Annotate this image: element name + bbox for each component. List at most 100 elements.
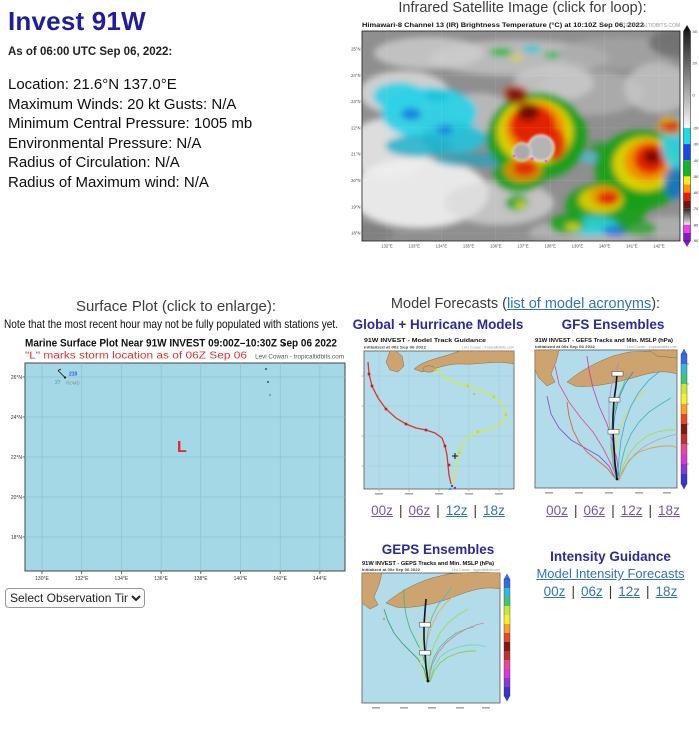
time-link-18z[interactable]: 18z: [658, 503, 680, 518]
red-model-track: [367, 361, 452, 485]
colorbar-tick: -70: [693, 206, 699, 211]
asia-landmass: [361, 571, 501, 621]
thumb-title: 91W INVEST - GEFS Tracks and Min. MSLP (…: [535, 338, 673, 344]
sat-lon-label: 132°E: [381, 244, 393, 249]
sp-lon-label: 144°E: [313, 576, 327, 582]
sat-lat-label: 24°N: [351, 73, 360, 78]
thumb-axis-label-marks: [545, 492, 671, 494]
time-link-06z[interactable]: 06z: [408, 503, 431, 518]
sat-lon-label: 140°E: [599, 244, 611, 249]
satellite-section-header: Infrared Satellite Image (click for loop…: [398, 0, 647, 16]
storm-location: Location: 21.6°N 137.0°E: [8, 76, 177, 93]
satellite-colorbar: 40 20 0 -20 -30 -40 -50 -60 -70 -80 -90: [683, 25, 699, 247]
colorbar-tick: -80: [693, 223, 699, 228]
model-forecasts-header: Model Forecasts (list of model acronyms)…: [352, 296, 699, 312]
sat-lon-label: 136°E: [490, 244, 502, 249]
colorbar-tick: -40: [693, 158, 699, 163]
colorbar-tick: -50: [693, 174, 699, 179]
thumb-axis-label-marks: [375, 493, 503, 495]
page-title: Invest 91W: [8, 6, 146, 36]
intensity-link-wrap: Model Intensity Forecasts: [522, 566, 699, 581]
time-link-18z[interactable]: 18z: [483, 503, 505, 518]
thumb-title: 91W INVEST - GEPS Tracks and Min. MSLP (…: [362, 561, 494, 567]
time-link-06z[interactable]: 06z: [580, 584, 603, 599]
model-track-guidance-thumbnail[interactable]: 91W INVEST - Model Track Guidance Initia…: [356, 336, 522, 504]
storm-info-panel: Invest 91W As of 06:00 UTC Sep 06, 2022:…: [8, 6, 348, 192]
colorbar-tick: -20: [693, 126, 699, 131]
mslp-colorbar: [503, 573, 511, 702]
surface-plot-sea: [24, 362, 346, 572]
gfs-ensembles-time-links: 00z | 06z | 12z | 18z: [546, 503, 680, 518]
storm-min-pressure: Minimum Central Pressure: 1005 mb: [8, 115, 253, 132]
satellite-credit: TROPICALTIDBITS.COM: [623, 23, 680, 29]
track-start-markers: [448, 453, 458, 491]
global-models-heading: Global + Hurricane Models: [352, 317, 524, 332]
model-acronyms-link[interactable]: list of model acronyms: [506, 296, 652, 312]
sp-lon-label: 136°E: [154, 576, 168, 582]
time-link-06z[interactable]: 06z: [583, 503, 606, 518]
model-forecasts-header-suffix: ):: [651, 296, 661, 312]
surface-plot-image[interactable]: Note that the most recent hour may not b…: [0, 317, 352, 585]
satellite-lon-axis: 132°E 133°E 134°E 135°E 136°E 137°E 138°…: [381, 244, 665, 249]
storm-L-marker: L: [177, 439, 187, 456]
sp-lat-label: 22°N: [11, 455, 23, 461]
observation-time-select[interactable]: Select Observation Time...: [5, 588, 145, 608]
sat-lat-label: 18°N: [351, 231, 360, 236]
surface-plot-note: Note that the most recent hour may not b…: [4, 317, 338, 331]
sat-lon-label: 135°E: [463, 244, 475, 249]
station-temp: 27: [55, 380, 61, 386]
surface-plot-section-header: Surface Plot (click to enlarge):: [75, 298, 277, 315]
thumb-axis-label-marks: [372, 707, 490, 709]
gefs-mean-track: [607, 371, 624, 481]
japan-landmass: [377, 350, 515, 397]
surface-plot-credit: Levi Cowan - tropicaltidbits.com: [255, 354, 344, 361]
time-link-12z[interactable]: 12z: [445, 503, 468, 518]
model-intensity-forecasts-link[interactable]: Model Intensity Forecasts: [536, 566, 685, 581]
time-link-12z[interactable]: 12z: [618, 584, 641, 599]
thumb-init: Initialized at 00z Sep 06 2022: [362, 567, 421, 572]
sat-lat-label: 22°N: [351, 125, 360, 130]
geps-ensembles-heading: GEPS Ensembles: [381, 542, 495, 557]
station-wind: 210: [69, 372, 78, 378]
intensity-guidance-heading: Intensity Guidance: [550, 549, 671, 564]
geps-mean-track: [419, 598, 431, 683]
sat-lat-label: 23°N: [351, 99, 360, 104]
thumb-grid: [364, 351, 514, 489]
time-link-00z[interactable]: 00z: [546, 503, 568, 518]
storm-max-winds: Maximum Winds: 20 kt Gusts: N/A: [8, 95, 237, 113]
surface-lon-axis: 130°E 132°E 134°E 136°E 138°E 140°E 142°…: [35, 576, 327, 582]
satellite-image[interactable]: Himawari-8 Channel 13 (IR) Brightness Te…: [349, 18, 699, 259]
colorbar-tick: 40: [693, 29, 698, 34]
colorbar-tick: -30: [693, 142, 699, 147]
sat-lon-label: 142°E: [653, 244, 665, 249]
thumb-credit: Levi Cowan - tropicaltidbits.com: [462, 346, 514, 350]
yellow-model-track: [434, 368, 508, 485]
geps-ensembles-thumbnail[interactable]: 91W INVEST - GEPS Tracks and Min. MSLP (…: [356, 559, 518, 715]
time-link-18z[interactable]: 18z: [655, 584, 678, 599]
sp-lon-label: 134°E: [115, 576, 129, 582]
sp-lon-label: 132°E: [75, 576, 89, 582]
model-forecasts-header-prefix: Model Forecasts (: [390, 296, 507, 312]
sp-lat-label: 20°N: [11, 495, 23, 501]
colorbar-tick: 20: [693, 61, 698, 66]
sat-lat-label: 19°N: [351, 204, 360, 209]
sp-lon-label: 142°E: [273, 576, 287, 582]
gefs-ensembles-thumbnail[interactable]: 91W INVEST - GEFS Tracks and Min. MSLP (…: [529, 336, 699, 502]
storm-radius-circulation: Radius of Circulation: N/A: [8, 154, 180, 171]
sat-lat-label: 21°N: [351, 152, 360, 157]
surface-lat-axis: 26°N 24°N 22°N 20°N 18°N: [11, 375, 23, 541]
time-link-12z[interactable]: 12z: [620, 503, 643, 518]
observation-dots: [265, 343, 285, 396]
thumb-axis-ticks: [361, 375, 500, 492]
satellite-image-title: Himawari-8 Channel 13 (IR) Brightness Te…: [362, 21, 645, 29]
storm-details: Location: 21.6°N 137.0°E Maximum Winds: …: [8, 75, 348, 192]
station-plot: 210 27 ROMD: [55, 368, 80, 386]
sat-lat-label: 25°N: [351, 47, 360, 52]
sat-lon-label: 141°E: [626, 244, 638, 249]
mslp-colorbar: [680, 348, 689, 490]
time-link-00z[interactable]: 00z: [371, 503, 393, 518]
gefs-spaghetti-tracks: [546, 355, 678, 482]
satellite-lat-axis: 25°N 24°N 23°N 22°N 21°N 20°N 19°N 18°N: [351, 47, 360, 236]
time-link-00z[interactable]: 00z: [543, 584, 566, 599]
sp-lon-label: 140°E: [234, 576, 248, 582]
